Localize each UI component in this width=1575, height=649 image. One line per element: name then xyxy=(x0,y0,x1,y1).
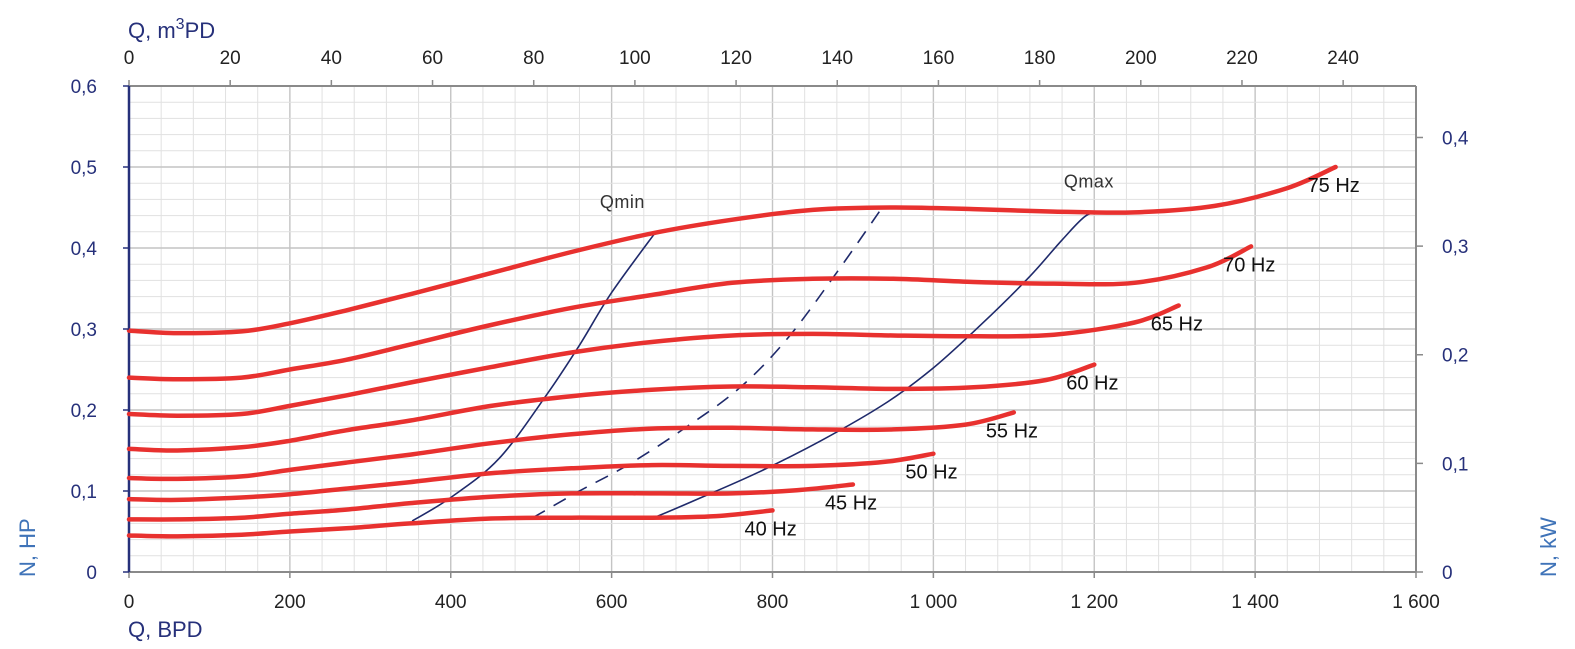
boundary-lines xyxy=(411,208,1105,522)
series-label-45hz: 45 Hz xyxy=(825,493,877,515)
y-right-tick-label: 0,4 xyxy=(1442,128,1469,149)
x-top-tick-label: 240 xyxy=(1327,48,1359,69)
y-right-tick-label: 0,1 xyxy=(1442,454,1468,475)
x-top-axis-title-superscript: 3 xyxy=(176,16,185,33)
x-top-tick-label: 160 xyxy=(923,48,955,69)
x-bottom-tick-label: 800 xyxy=(757,592,789,613)
series-label-60hz: 60 Hz xyxy=(1066,373,1118,395)
y-left-tick-label: 0,1 xyxy=(71,482,97,503)
series-label-75hz: 75 Hz xyxy=(1308,175,1360,197)
x-top-axis-title-prefix: Q, m xyxy=(128,18,176,43)
x-bottom-tick-label: 0 xyxy=(124,592,135,613)
x-top-tick-label: 220 xyxy=(1226,48,1258,69)
x-top-tick-label: 140 xyxy=(821,48,853,69)
y-left-tick-label: 0,2 xyxy=(71,401,97,422)
x-bottom-tick-label: 1 200 xyxy=(1070,592,1118,613)
y-right-tick-label: 0,2 xyxy=(1442,346,1468,367)
series-line-40hz xyxy=(126,508,775,539)
y-right-tick-label: 0,3 xyxy=(1442,237,1468,258)
x-top-tick-label: 100 xyxy=(619,48,651,69)
series-label-40hz: 40 Hz xyxy=(745,518,797,540)
y-right-tick-label: 0 xyxy=(1442,563,1453,584)
series-line-65hz xyxy=(126,303,1181,418)
x-bottom-axis-title: Q, BPD xyxy=(128,617,203,642)
x-bottom-tick-label: 200 xyxy=(274,592,306,613)
x-top-tick-label: 180 xyxy=(1024,48,1056,69)
x-top-axis-title: Q, m3PD xyxy=(128,16,215,43)
series-line-55hz xyxy=(126,410,1017,482)
y-left-tick-label: 0 xyxy=(86,563,97,584)
x-top-tick-label: 20 xyxy=(220,48,241,69)
mid-boundary-line xyxy=(532,208,882,519)
series-line-50hz xyxy=(126,451,936,503)
qmin-label: Qmin xyxy=(600,192,645,212)
x-top-tick-label: 0 xyxy=(124,48,135,69)
grid xyxy=(128,85,1417,573)
y-left-tick-label: 0,6 xyxy=(71,77,97,98)
x-top-tick-label: 60 xyxy=(422,48,443,69)
y-left-tick-label: 0,5 xyxy=(71,158,97,179)
series-label-65hz: 65 Hz xyxy=(1151,314,1203,336)
series-line-75hz xyxy=(126,164,1338,336)
x-bottom-tick-label: 1 000 xyxy=(910,592,958,613)
x-top-axis-title-suffix: PD xyxy=(185,18,216,43)
series-line-70hz xyxy=(126,244,1254,382)
x-bottom-tick-label: 400 xyxy=(435,592,467,613)
series-line-60hz xyxy=(126,362,1097,453)
x-bottom-tick-label: 1 400 xyxy=(1231,592,1279,613)
series-label-70hz: 70 Hz xyxy=(1223,254,1275,276)
y-left-tick-label: 0,3 xyxy=(71,320,97,341)
x-top-tick-label: 80 xyxy=(523,48,544,69)
y-left-axis-title: N, HP xyxy=(15,518,40,577)
curve-labels: Qmin Qmax 40 Hz 45 Hz 50 Hz 55 Hz 60 Hz 65 Hz 70… xyxy=(600,172,1360,541)
qmax-label: Qmax xyxy=(1064,172,1114,192)
x-top-tick-label: 120 xyxy=(720,48,752,69)
x-top-tick-label: 40 xyxy=(321,48,342,69)
y-left-tick-label: 0,4 xyxy=(71,239,98,260)
x-bottom-tick-label: 1 600 xyxy=(1392,592,1440,613)
series-label-55hz: 55 Hz xyxy=(986,420,1038,442)
series-label-50hz: 50 Hz xyxy=(905,462,957,484)
frequency-curves xyxy=(126,164,1338,539)
qmax-boundary-line xyxy=(655,210,1105,518)
series-line-45hz xyxy=(126,482,856,522)
x-bottom-tick-label: 600 xyxy=(596,592,628,613)
y-right-axis-title: N, kW xyxy=(1536,517,1561,577)
x-top-tick-label: 200 xyxy=(1125,48,1157,69)
